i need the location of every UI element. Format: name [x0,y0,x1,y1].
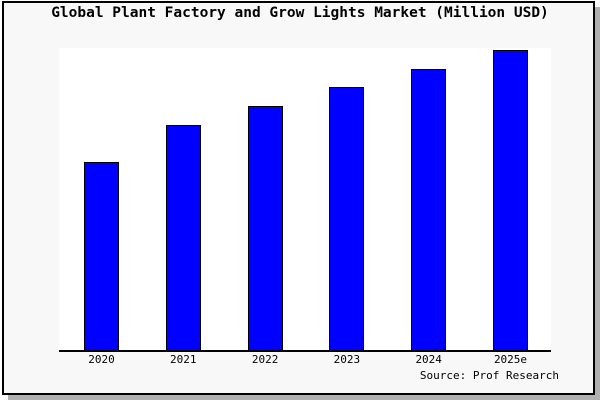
bar-2024 [411,69,447,350]
bar-2025e [493,50,528,350]
x-axis-label-2020: 2020 [88,353,115,366]
x-axis-label-2025e: 2025e [493,353,528,366]
x-axis-label-2023: 2023 [333,353,361,366]
plot-area [59,48,551,352]
bar-2023 [329,87,365,350]
source-label: Source: Prof Research [419,369,559,382]
x-axis-label-2021: 2021 [170,353,197,366]
bar-2021 [165,125,201,350]
chart-title: Global Plant Factory and Grow Lights Mar… [51,5,549,21]
bar-2020 [84,162,119,350]
x-axis-label-2022: 2022 [251,353,279,366]
bar-2022 [247,106,283,350]
x-axis-label-2024: 2024 [415,353,442,366]
